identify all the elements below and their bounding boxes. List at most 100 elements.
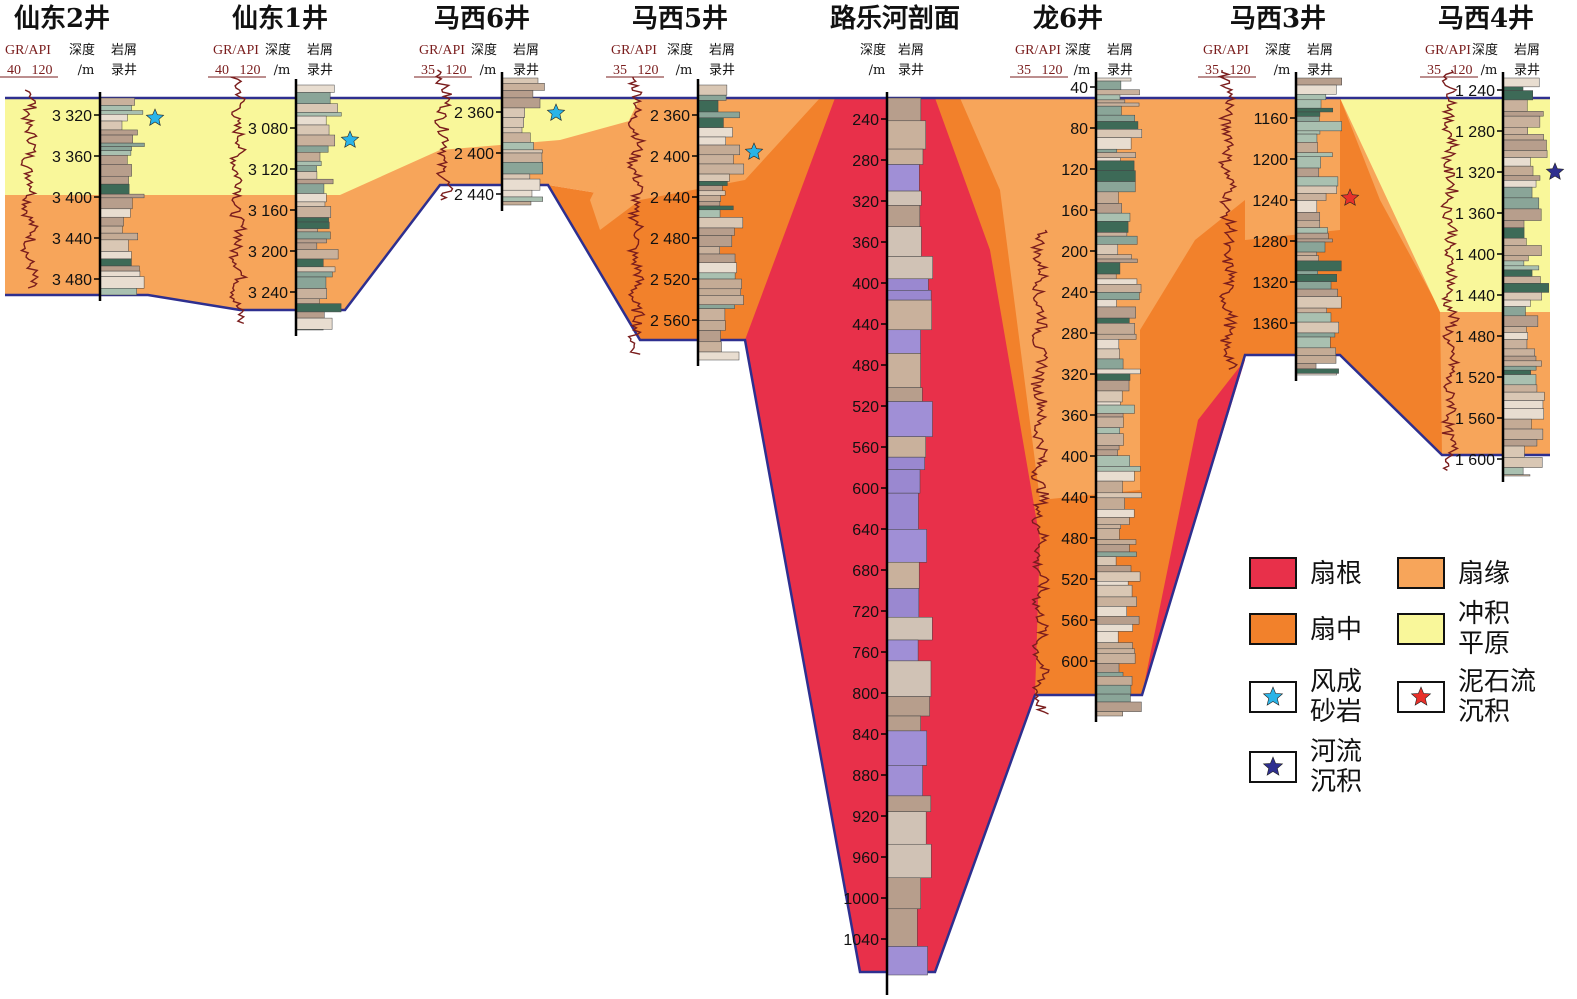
lith-bed	[1095, 262, 1121, 275]
lith-bed	[295, 231, 331, 240]
lith-bed	[1095, 551, 1137, 557]
lith-bed	[501, 97, 541, 109]
lith-bed	[1095, 556, 1117, 566]
lith-bed	[1295, 281, 1332, 290]
lith-bed	[1295, 336, 1331, 349]
lith-bed	[1095, 299, 1117, 308]
lith-bed	[1502, 360, 1542, 367]
legend-item: 扇根	[1249, 557, 1362, 589]
depth-label: 2 400	[650, 149, 690, 166]
lith-bed	[295, 288, 327, 299]
lith-bed	[295, 160, 322, 166]
lith-bed	[1502, 245, 1542, 256]
lith-bed	[886, 561, 920, 589]
lith-bed	[1502, 255, 1529, 262]
lith-bed	[1502, 457, 1543, 468]
depth-label: 2 480	[650, 231, 690, 248]
lith-bed	[1502, 115, 1541, 128]
well-title: 仙东2井	[14, 3, 110, 34]
lith-bed	[1095, 137, 1132, 150]
lith-bed	[697, 272, 736, 280]
gr-scale-max: 120	[240, 63, 261, 78]
lith-bed	[886, 660, 932, 697]
lith-bed	[886, 843, 932, 879]
lith-bed	[1095, 99, 1126, 104]
legend-star-icon	[1262, 756, 1284, 776]
depth-label: 440	[852, 317, 879, 334]
boundary-lines	[5, 96, 1550, 974]
lith-bed	[295, 221, 330, 229]
lith-bed	[1502, 220, 1525, 228]
lith-bed	[1295, 238, 1333, 243]
lith-bed	[1502, 306, 1526, 317]
lith-bed	[501, 196, 543, 202]
lith-bed	[1095, 333, 1137, 340]
lith-header-2: 录井	[709, 63, 735, 78]
gr-scale-max: 120	[446, 63, 467, 78]
lith-bed	[886, 696, 930, 717]
depth-label: 1 600	[1455, 452, 1495, 469]
lith-bed	[1295, 355, 1337, 364]
lith-bed	[886, 795, 932, 812]
lith-bed	[1295, 116, 1320, 122]
depth-label: 880	[852, 768, 879, 785]
lith-bed	[886, 256, 933, 280]
lith-bed	[1295, 142, 1318, 153]
gr-header: GR/API	[1015, 43, 1061, 58]
lith-bed	[295, 201, 326, 207]
lith-bed	[1502, 111, 1544, 117]
lith-header-1: 岩屑	[709, 43, 735, 58]
depth-label: 3 320	[52, 108, 92, 125]
lith-bed	[1095, 404, 1135, 414]
lith-bed	[1095, 292, 1140, 301]
lith-bed	[1295, 312, 1332, 323]
gr-curve	[1029, 229, 1051, 715]
lith-bed	[1502, 134, 1544, 141]
well-title: 路乐河剖面	[830, 3, 960, 34]
legend-item: 扇中	[1249, 613, 1362, 645]
lith-bed	[1295, 347, 1336, 356]
depth-label: 600	[852, 481, 879, 498]
lith-bed	[295, 92, 331, 104]
lith-bed	[1502, 384, 1538, 393]
lith-bed	[1295, 251, 1318, 256]
lith-bed	[1295, 212, 1321, 221]
depth-label: 920	[852, 809, 879, 826]
alluvial-plain-area-6	[1340, 98, 1550, 312]
eolian-sandstone-star-icon	[340, 130, 360, 148]
depth-label: 2 400	[454, 146, 494, 163]
lith-bed	[1095, 606, 1127, 617]
lith-bed	[295, 228, 318, 233]
lith-bed	[1095, 445, 1120, 451]
lith-bed	[1502, 77, 1540, 88]
lith-bed	[1502, 374, 1537, 386]
depth-label: 280	[1061, 326, 1088, 343]
depth-label: 1 480	[1455, 329, 1495, 346]
gr-scale-max: 120	[1452, 63, 1473, 78]
lith-bed	[1095, 466, 1141, 472]
lith-bed	[295, 84, 335, 93]
lith-bed	[99, 134, 133, 144]
lith-bed	[886, 353, 921, 388]
lith-bed	[1095, 642, 1133, 650]
lith-bed	[1295, 133, 1318, 143]
lith-bed	[501, 149, 543, 154]
lith-bed	[99, 232, 138, 241]
depth-label: 520	[1061, 572, 1088, 589]
lith-bed	[697, 195, 721, 202]
lith-bed	[295, 152, 321, 162]
lith-bed	[1095, 631, 1119, 643]
lith-bed	[1502, 467, 1524, 475]
depth-label: 3 360	[52, 149, 92, 166]
lith-bed	[886, 765, 923, 797]
lith-bed	[1295, 130, 1321, 135]
lith-bed	[99, 155, 128, 165]
lith-bed	[1095, 152, 1136, 158]
